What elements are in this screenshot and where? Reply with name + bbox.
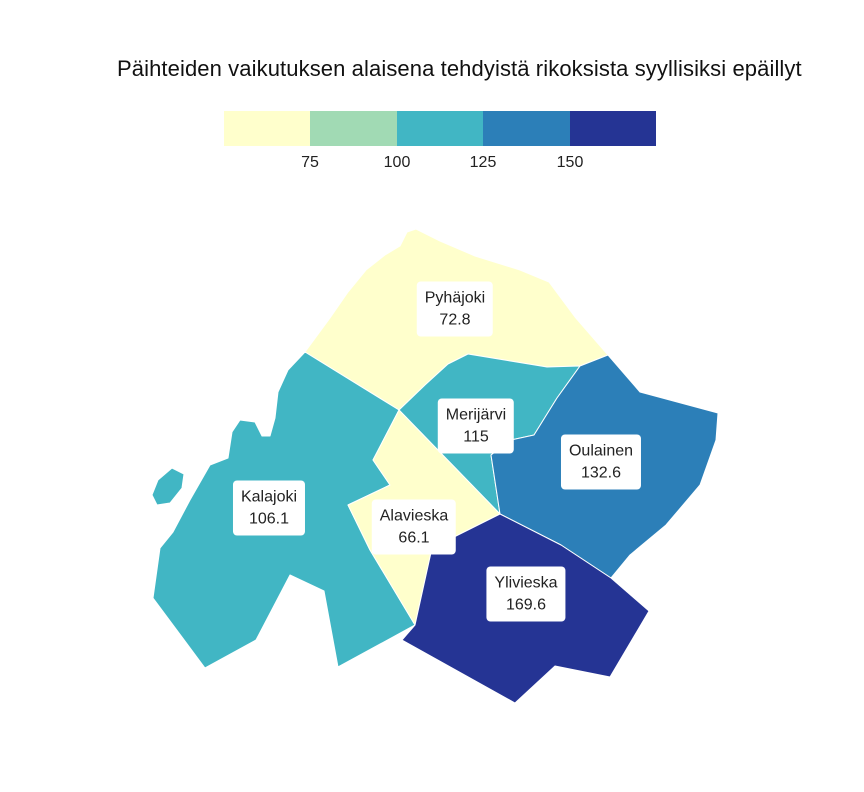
map-title: Päihteiden vaikutuksen alaisena tehdyist…: [117, 56, 802, 81]
region-name: Ylivieska: [494, 574, 558, 592]
legend-swatch: [224, 111, 311, 146]
region-label-ylivieska: Ylivieska 169.6: [486, 566, 566, 622]
region-value: 72.8: [439, 311, 471, 329]
region-name: Merijärvi: [445, 406, 507, 424]
legend-tick-label: 100: [383, 154, 411, 171]
region-name: Alavieska: [379, 507, 449, 525]
region-value: 132.6: [580, 464, 622, 482]
region-name: Pyhäjoki: [424, 289, 486, 307]
region-value: 169.6: [505, 596, 547, 614]
legend-tick-label: 150: [556, 154, 584, 171]
region-label-pyhajoki: Pyhäjoki 72.8: [416, 281, 494, 337]
region-label-kalajoki: Kalajoki 106.1: [232, 480, 306, 536]
region-value: 115: [463, 428, 489, 446]
legend-color-bar: [224, 111, 657, 146]
region-value: 106.1: [248, 510, 290, 528]
legend-swatch: [310, 111, 397, 146]
legend-tick-label: 75: [301, 154, 319, 171]
region-label-oulainen: Oulainen 132.6: [560, 434, 642, 490]
legend-swatch: [569, 111, 657, 146]
legend-tick-label: 125: [469, 154, 497, 171]
region-value: 66.1: [398, 529, 430, 547]
region-kalajoki-island: [151, 467, 185, 506]
color-legend: 75 100 125 150: [224, 111, 657, 191]
region-name: Oulainen: [568, 442, 634, 460]
legend-swatch: [483, 111, 570, 146]
region-name: Kalajoki: [240, 488, 298, 506]
region-label-merijarvi: Merijärvi 115: [437, 398, 515, 454]
region-label-alavieska: Alavieska 66.1: [371, 499, 457, 555]
legend-swatch: [396, 111, 484, 146]
